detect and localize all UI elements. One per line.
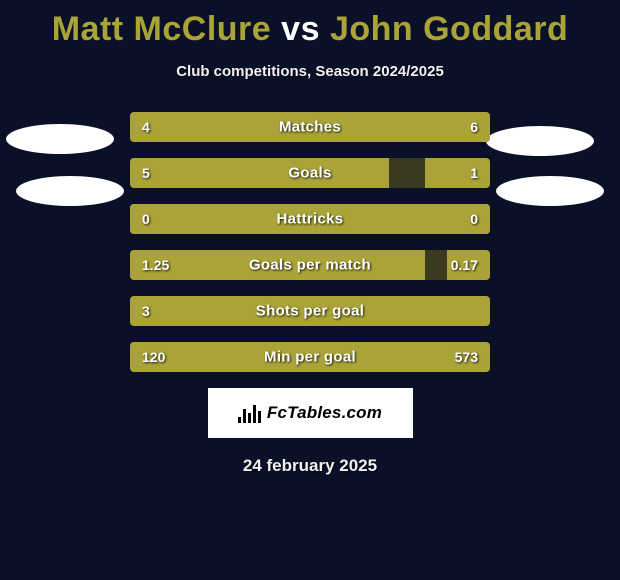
- stat-value-left: 4: [142, 119, 150, 135]
- avatar-placeholder: [486, 126, 594, 156]
- player2-name: John Goddard: [330, 10, 568, 48]
- stat-value-right: 573: [455, 349, 478, 365]
- stat-label: Matches: [130, 119, 490, 136]
- date-label: 24 february 2025: [0, 456, 620, 476]
- fctables-label: FcTables.com: [267, 403, 382, 423]
- stat-row: Matches4 6: [130, 112, 490, 142]
- stat-value-right: 0: [470, 211, 478, 227]
- stat-row: Goals per match1.25 0.17: [130, 250, 490, 280]
- avatar-placeholder: [16, 176, 124, 206]
- avatar-placeholder: [6, 124, 114, 154]
- stat-row: Min per goal120 573: [130, 342, 490, 372]
- stat-value-right: 0.17: [451, 257, 478, 273]
- stat-label: Goals per match: [130, 257, 490, 274]
- stat-value-right: 6: [470, 119, 478, 135]
- stat-value-right: 1: [470, 165, 478, 181]
- stat-label: Min per goal: [130, 349, 490, 366]
- fctables-badge: FcTables.com: [208, 388, 413, 438]
- stat-row: Hattricks0 0: [130, 204, 490, 234]
- stat-value-left: 120: [142, 349, 165, 365]
- fctables-icon: [238, 403, 261, 423]
- stat-value-left: 0: [142, 211, 150, 227]
- stat-value-left: 3: [142, 303, 150, 319]
- stat-label: Goals: [130, 165, 490, 182]
- stat-value-left: 1.25: [142, 257, 169, 273]
- stat-value-left: 5: [142, 165, 150, 181]
- stat-row: Shots per goal3: [130, 296, 490, 326]
- stat-label: Shots per goal: [130, 303, 490, 320]
- subtitle: Club competitions, Season 2024/2025: [0, 63, 620, 80]
- vs-label: vs: [281, 10, 320, 48]
- stat-label: Hattricks: [130, 211, 490, 228]
- avatar-placeholder: [496, 176, 604, 206]
- stat-rows-container: Matches4 6 Goals5 1 Hattricks0 0 Goals per mat…: [130, 112, 490, 372]
- player1-name: Matt McClure: [52, 10, 271, 48]
- stat-row: Goals5 1: [130, 158, 490, 188]
- comparison-title: Matt McClure vs John Goddard: [0, 0, 620, 49]
